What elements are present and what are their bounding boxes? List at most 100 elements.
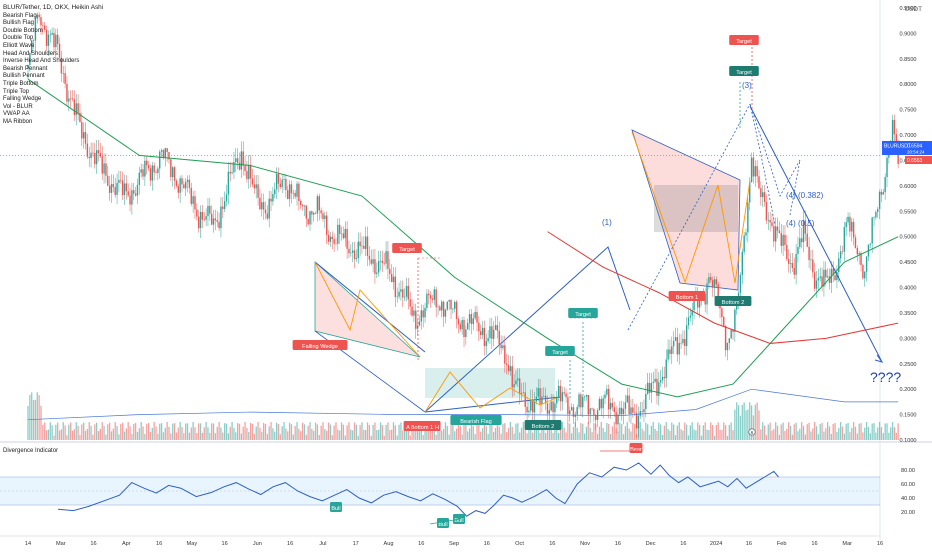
candle-body: [624, 402, 627, 409]
candle-body: [53, 32, 55, 48]
volume-bar: [834, 422, 836, 440]
legend-item[interactable]: Double Bottom: [3, 27, 43, 34]
target-top2-label-text: Target: [736, 39, 752, 45]
volume-bar: [277, 424, 280, 440]
candle-body: [826, 276, 829, 278]
candle-body: [218, 221, 220, 229]
legend-item[interactable]: Vol - BLUR: [3, 103, 33, 110]
candle-body: [869, 243, 872, 245]
candle-body: [170, 159, 172, 178]
candle-body: [587, 394, 590, 415]
candle-body: [359, 241, 361, 247]
volume-bar: [361, 422, 363, 440]
x-tick-label: 14: [25, 541, 31, 547]
volume-bar: [515, 423, 517, 440]
volume-bar: [134, 422, 137, 440]
volume-bar: [841, 426, 844, 440]
legend-item[interactable]: Triple Bottom: [3, 80, 39, 87]
volume-bar: [598, 426, 601, 440]
price-badge: [882, 141, 932, 155]
legend-item[interactable]: Elliott Wave: [3, 42, 35, 49]
volume-bar: [647, 424, 649, 440]
candle-body: [708, 277, 710, 284]
candle-body: [142, 169, 144, 177]
volume-bar: [485, 426, 487, 440]
volume-bar: [400, 422, 402, 440]
candle-body: [570, 407, 573, 411]
candle-body: [875, 211, 877, 218]
volume-bar: [711, 424, 714, 440]
falling-wedge-label-text: Falling Wedge: [302, 344, 338, 350]
candle-body: [756, 166, 758, 177]
volume-bar: [595, 423, 597, 440]
volume-bar: [452, 422, 454, 440]
volume-bar: [259, 428, 261, 440]
volume-bar: [335, 422, 337, 440]
legend-item[interactable]: Bearish Flag: [3, 12, 37, 19]
volume-bar: [318, 434, 320, 440]
legend-item[interactable]: Bullish Flag: [3, 20, 35, 27]
volume-bar: [886, 423, 888, 440]
x-tick-label: Jul: [319, 541, 326, 547]
volume-bar: [224, 423, 226, 440]
volume-bar: [557, 433, 560, 440]
volume-bar: [298, 428, 300, 440]
volume-bar: [750, 405, 753, 440]
volume-bar: [153, 422, 155, 440]
candle-body: [561, 392, 564, 402]
candle-body: [173, 167, 176, 181]
volume-bar: [47, 429, 50, 440]
legend-item[interactable]: Bearish Pennant: [3, 65, 48, 72]
volume-bar: [845, 423, 847, 440]
candle-body: [270, 198, 272, 202]
volume-bar: [563, 427, 565, 440]
legend-item[interactable]: Triple Top: [3, 88, 30, 95]
volume-bar: [238, 423, 241, 440]
candle-body: [620, 407, 623, 415]
candle-body: [491, 326, 493, 339]
legend-item[interactable]: Head And Shoulders: [3, 50, 59, 57]
legend-item[interactable]: VWAP AA: [3, 111, 30, 118]
candle-body: [595, 415, 597, 420]
volume-bar: [353, 422, 356, 440]
candle-body: [159, 151, 161, 169]
legend-item[interactable]: MA Ribbon: [3, 118, 33, 125]
volume-bar: [756, 402, 758, 440]
candle-body: [136, 184, 139, 196]
volume-bar: [149, 431, 152, 440]
volume-bar: [851, 427, 853, 440]
candle-body: [819, 276, 821, 278]
legend-item[interactable]: Double Top: [3, 35, 34, 42]
volume-bar: [144, 433, 146, 440]
legend-item[interactable]: Falling Wedge: [3, 96, 42, 103]
volume-bar: [763, 425, 766, 440]
volume-bar: [843, 433, 845, 440]
volume-bar: [188, 432, 191, 440]
candle-body: [387, 251, 389, 269]
candle-body: [730, 329, 732, 339]
candle-body: [179, 178, 181, 193]
volume-bar: [244, 422, 246, 440]
y-tick-label: 0.9000: [899, 31, 916, 37]
candle-body: [813, 272, 816, 289]
candle-body: [630, 407, 632, 415]
candle-body: [513, 384, 515, 388]
bull-label-1-bg: [330, 502, 342, 512]
candle-body: [133, 190, 135, 194]
volume-bar: [609, 434, 612, 440]
candle-body: [882, 192, 885, 195]
candle-body: [398, 291, 400, 297]
candle-body: [478, 322, 480, 332]
candle-body: [86, 143, 89, 157]
candle-body: [806, 233, 808, 247]
candle-body: [149, 168, 152, 181]
candle-body: [426, 293, 428, 308]
volume-bar: [433, 425, 435, 440]
currency-label: USDT: [904, 6, 922, 13]
candle-body: [685, 325, 688, 347]
legend-item[interactable]: Inverse Head And Shoulders: [3, 58, 80, 65]
target-aug-label-bg: [392, 243, 422, 253]
candle-body: [99, 153, 102, 157]
legend-item[interactable]: Bullish Pennant: [3, 73, 45, 80]
